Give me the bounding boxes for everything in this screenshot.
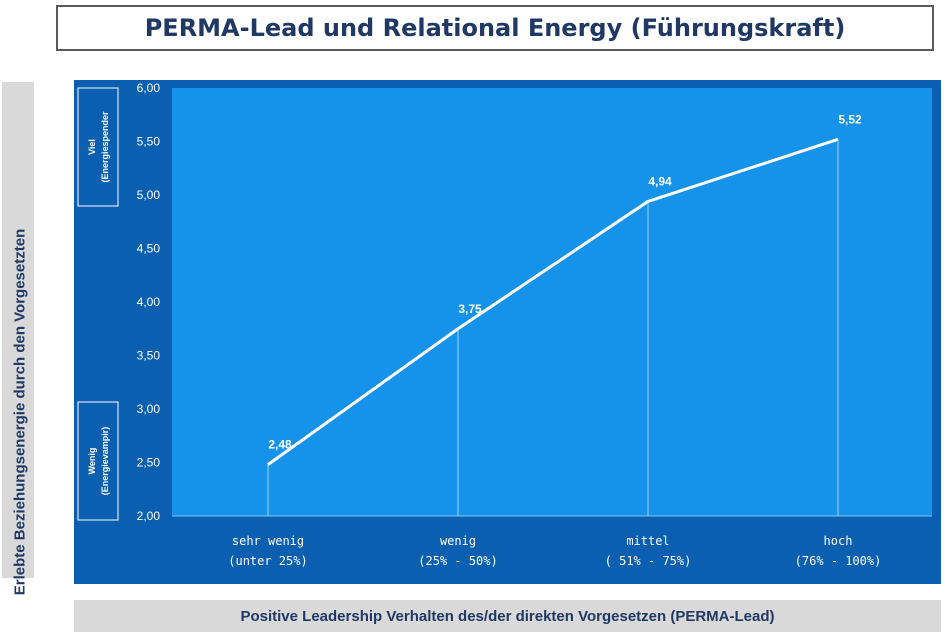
band-low-label-line2: (Energievampir) bbox=[100, 427, 110, 496]
y-tick-label: 5,50 bbox=[137, 135, 161, 149]
x-category-label: wenig bbox=[440, 534, 476, 548]
x-category-label: hoch bbox=[824, 534, 853, 548]
x-category-sublabel: (unter 25%) bbox=[228, 554, 307, 568]
y-tick-label: 3,50 bbox=[137, 349, 161, 363]
y-tick-label: 4,50 bbox=[137, 242, 161, 256]
data-label: 5,52 bbox=[838, 112, 862, 126]
y-tick-label: 4,00 bbox=[137, 295, 161, 309]
x-category-sublabel: (25% - 50%) bbox=[418, 554, 497, 568]
data-label: 4,94 bbox=[648, 174, 672, 188]
y-tick-label: 5,00 bbox=[137, 188, 161, 202]
band-high-label-line1: Viel bbox=[87, 139, 97, 155]
band-high-label-line2: (Energiespender bbox=[100, 111, 110, 183]
band-low-label-line1: Wenig bbox=[87, 448, 97, 475]
chart-title: PERMA-Lead und Relational Energy (Führun… bbox=[56, 5, 934, 51]
x-category-sublabel: (76% - 100%) bbox=[795, 554, 882, 568]
y-tick-labels: 2,00 2,50 3,00 3,50 4,00 4,50 5,00 5,50 6,00 bbox=[137, 81, 161, 523]
x-category-sublabel: ( 51% - 75%) bbox=[605, 554, 692, 568]
y-tick-label: 3,00 bbox=[137, 402, 161, 416]
y-tick-label: 2,00 bbox=[137, 509, 161, 523]
plot-area bbox=[172, 88, 932, 516]
y-tick-label: 6,00 bbox=[137, 81, 161, 95]
y-axis-label-box: Erlebte Beziehungsenergie durch den Vorg… bbox=[2, 82, 34, 595]
x-category-label: mittel bbox=[626, 534, 669, 548]
drop-lines bbox=[267, 139, 839, 516]
data-label: 3,75 bbox=[458, 302, 482, 316]
data-labels: 2,48 3,75 4,94 5,52 bbox=[268, 112, 862, 451]
series-line bbox=[267, 137, 839, 466]
band-high: Viel (Energiespender bbox=[77, 87, 119, 207]
data-label: 2,48 bbox=[268, 438, 292, 452]
y-tick-label: 2,50 bbox=[137, 456, 161, 470]
x-category-label: sehr wenig bbox=[232, 534, 304, 548]
band-low: Wenig (Energievampir) bbox=[77, 401, 119, 521]
x-axis-label: Positive Leadership Verhalten des/der di… bbox=[74, 600, 941, 632]
x-category-labels: sehr wenig (unter 25%) wenig (25% - 50%) mit… bbox=[228, 534, 881, 568]
